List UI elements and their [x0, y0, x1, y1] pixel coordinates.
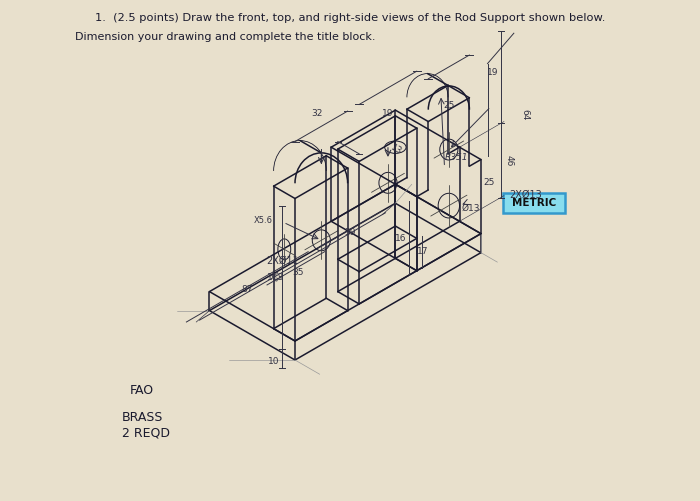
Text: 1.  (2.5 points) Draw the front, top, and right-side views of the Rod Support sh: 1. (2.5 points) Draw the front, top, and…	[94, 13, 606, 23]
Text: 13: 13	[389, 143, 403, 157]
Text: 35: 35	[293, 268, 304, 277]
Text: BRASS
2 REQD: BRASS 2 REQD	[122, 411, 170, 439]
Text: Ø13: Ø13	[461, 204, 480, 213]
Text: 13: 13	[267, 270, 281, 285]
Text: 10: 10	[268, 357, 279, 366]
Text: Dimension your drawing and complete the title block.: Dimension your drawing and complete the …	[75, 32, 375, 42]
Text: 2XØ13: 2XØ13	[509, 189, 542, 199]
Text: 19: 19	[382, 109, 393, 118]
Text: 19: 19	[487, 68, 498, 77]
Text: 87: 87	[241, 286, 253, 295]
Bar	[503, 193, 565, 213]
Text: 25: 25	[483, 178, 495, 187]
Text: 39: 39	[344, 228, 356, 237]
Text: 32: 32	[312, 109, 323, 118]
Text: 17: 17	[417, 247, 428, 256]
Text: 64: 64	[520, 109, 529, 120]
Text: R351: R351	[444, 153, 468, 162]
Text: 2XØ11: 2XØ11	[266, 256, 299, 266]
Text: 113: 113	[267, 273, 285, 282]
Text: 25: 25	[443, 101, 454, 110]
Text: FAO: FAO	[130, 383, 154, 396]
Text: 16: 16	[395, 234, 406, 243]
Text: METRIC: METRIC	[512, 198, 556, 208]
Text: X5.6: X5.6	[254, 216, 273, 225]
Text: 46: 46	[504, 155, 513, 166]
